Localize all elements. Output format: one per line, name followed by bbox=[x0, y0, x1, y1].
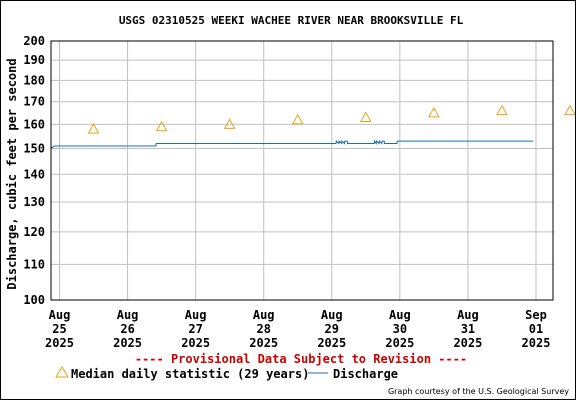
x-tick-label: 26 bbox=[120, 322, 134, 336]
x-tick-label: Aug bbox=[457, 308, 479, 322]
y-axis-label: Discharge, cubic feet per second bbox=[5, 58, 19, 289]
y-tick-labels: 100 110 120 130 140 150 160 170 180 190 200 bbox=[23, 34, 45, 307]
median-triangle-marker bbox=[223, 118, 236, 129]
y-tick-label: 130 bbox=[23, 195, 45, 209]
median-triangle-marker bbox=[291, 113, 304, 125]
y-tick-label: 110 bbox=[23, 257, 45, 271]
x-tick-label: Aug bbox=[253, 308, 275, 322]
x-tick-label: Aug bbox=[389, 308, 411, 322]
x-tick-label: 30 bbox=[393, 322, 407, 336]
x-tick-label: Sep bbox=[525, 308, 547, 322]
x-tick-label: 31 bbox=[461, 322, 475, 336]
legend: Median daily statistic (29 years) Discha… bbox=[55, 366, 398, 381]
x-tick-label: 2025 bbox=[45, 336, 74, 350]
x-tick-label: 28 bbox=[256, 322, 270, 336]
x-tick-label: 2025 bbox=[522, 336, 551, 350]
chart-title: USGS 02310525 WEEKI WACHEE RIVER NEAR BR… bbox=[119, 14, 464, 27]
y-tick-label: 140 bbox=[23, 167, 45, 181]
y-tick-label: 190 bbox=[23, 53, 45, 67]
plot-area-border bbox=[50, 40, 554, 301]
y-tick-label: 200 bbox=[23, 34, 45, 48]
credit-text: Graph courtesy of the U.S. Geological Su… bbox=[388, 387, 569, 396]
x-tick-label: 2025 bbox=[113, 336, 142, 350]
series-layer bbox=[50, 104, 575, 150]
x-tick-label: 27 bbox=[188, 322, 202, 336]
y-tick-label: 120 bbox=[23, 225, 45, 239]
x-tick-label: Aug bbox=[49, 308, 71, 322]
x-tick-label: Aug bbox=[321, 308, 343, 322]
x-tick-label: 2025 bbox=[453, 336, 482, 350]
x-tick-label: 2025 bbox=[181, 336, 210, 350]
y-tick-label: 100 bbox=[23, 293, 45, 307]
x-tick-label: Aug bbox=[117, 308, 139, 322]
provisional-notice: ---- Provisional Data Subject to Revisio… bbox=[135, 352, 467, 366]
legend-median-triangle-icon bbox=[55, 366, 69, 378]
median-triangle-marker bbox=[496, 104, 508, 116]
x-tick-label: Aug bbox=[185, 308, 207, 322]
x-tick-label: 25 bbox=[52, 322, 66, 336]
median-triangle-marker bbox=[564, 104, 575, 116]
legend-median-label: Median daily statistic (29 years) bbox=[71, 367, 309, 381]
x-tick-label: 01 bbox=[529, 322, 543, 336]
median-triangle-marker bbox=[359, 111, 372, 122]
x-tick-label: 2025 bbox=[385, 336, 414, 350]
x-tick-label: 29 bbox=[325, 322, 339, 336]
x-tick-label: 2025 bbox=[249, 336, 278, 350]
discharge-series-line bbox=[50, 139, 534, 150]
x-tick-labels: Aug252025Aug262025Aug272025Aug282025Aug2… bbox=[45, 308, 550, 350]
median-triangle-marker bbox=[87, 123, 100, 134]
grid-lines bbox=[51, 40, 553, 301]
y-tick-label: 160 bbox=[23, 117, 45, 131]
y-tick-label: 180 bbox=[23, 73, 45, 87]
median-triangle-marker bbox=[428, 106, 440, 118]
y-tick-label: 150 bbox=[23, 141, 45, 155]
median-triangle-marker bbox=[155, 120, 168, 132]
x-tick-label: 2025 bbox=[317, 336, 346, 350]
y-tick-label: 170 bbox=[23, 95, 45, 109]
legend-discharge-label: Discharge bbox=[333, 367, 398, 381]
